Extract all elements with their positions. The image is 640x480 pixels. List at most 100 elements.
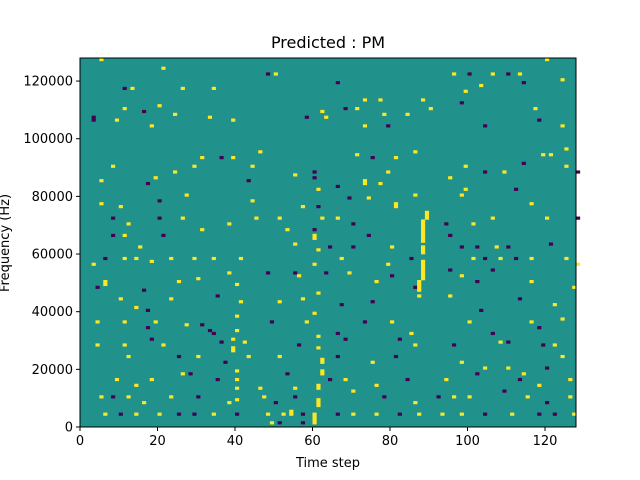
heatmap-cell-high-14 (211, 86, 216, 91)
heatmap-cell-high-81 (99, 202, 104, 206)
heatmap-cell-high-268 (103, 412, 108, 416)
y-axis-label: Frequency (Hz) (0, 194, 13, 292)
heatmap-cell-high-127 (122, 256, 127, 261)
heatmap-cell-high-16 (355, 107, 360, 111)
heatmap-cell-high-147 (103, 279, 108, 287)
heatmap-cell-high-63 (386, 170, 391, 174)
heatmap-cell-high-71 (153, 176, 158, 180)
heatmap-cell-high-90 (366, 196, 371, 200)
heatmap-cell-low-117 (366, 233, 371, 238)
heatmap-cell-high-189 (304, 320, 309, 324)
heatmap-cell-low-5 (266, 72, 271, 76)
heatmap-cell-high-315 (269, 421, 275, 425)
heatmap-cell-high-250 (126, 395, 131, 399)
heatmap-cell-low-97 (157, 216, 162, 220)
heatmap-cell-high-107 (545, 216, 550, 220)
heatmap-cell-high-17 (362, 98, 368, 102)
heatmap-cell-low-256 (273, 401, 278, 405)
heatmap-cell-high-4 (130, 86, 135, 91)
heatmap-cell-low-206 (343, 337, 348, 341)
heatmap-cell-high-92 (413, 193, 418, 197)
heatmap-cell-high-309 (312, 233, 317, 240)
heatmap-cell-high-312 (293, 386, 298, 390)
heatmap-cell-low-269 (118, 412, 123, 416)
heatmap-cell-high-50 (355, 153, 360, 157)
heatmap-cells (91, 58, 581, 425)
heatmap-cell-high-106 (490, 216, 495, 220)
heatmap-cell-low-140 (483, 256, 488, 261)
heatmap-cell-low-278 (300, 412, 306, 416)
heatmap-cell-high-229 (560, 354, 565, 359)
heatmap-cell-high-319 (231, 346, 236, 353)
heatmap-cell-high-320 (235, 328, 240, 333)
heatmap-cell-low-103 (351, 222, 356, 226)
heatmap-cell-high-260 (413, 401, 418, 405)
heatmap-cell-low-209 (452, 343, 457, 347)
heatmap-cell-high-248 (99, 395, 104, 399)
heatmap-cell-low-47 (219, 156, 224, 160)
heatmap-cell-high-304 (316, 334, 321, 338)
heatmap-cell-high-193 (409, 331, 414, 336)
heatmap-cell-high-290 (572, 412, 577, 416)
heatmap-cell-high-246 (537, 383, 542, 387)
heatmap-cell-high-299 (316, 398, 321, 408)
heatmap-cell-high-303 (316, 346, 321, 350)
heatmap-cell-high-224 (459, 360, 464, 364)
heatmap-cell-high-208 (413, 343, 418, 347)
x-tick-label-3: 60 (304, 434, 321, 449)
heatmap-cell-high-137 (386, 262, 391, 266)
heatmap-cell-low-10 (506, 72, 511, 76)
heatmap-cell-high-61 (250, 164, 255, 168)
heatmap-cell-low-191 (362, 320, 368, 324)
heatmap-cell-high-255 (262, 395, 267, 399)
heatmap-cell-high-101 (277, 216, 282, 220)
y-tick-label-2: 40000 (32, 305, 73, 320)
heatmap-cell-high-295 (421, 219, 426, 232)
heatmap-cell-high-6 (273, 72, 278, 76)
heatmap-cell-low-75 (335, 184, 340, 189)
heatmap-cell-low-266 (545, 401, 550, 405)
heatmap-cell-high-198 (560, 317, 565, 321)
heatmap-cell-high-318 (235, 369, 240, 373)
heatmap-cell-high-76 (362, 179, 368, 186)
x-axis-label: Time step (295, 456, 360, 471)
y-tick-label-5: 100000 (23, 132, 73, 147)
heatmap-cell-high-258 (351, 389, 356, 393)
heatmap-cell-high-251 (142, 401, 147, 405)
heatmap-cell-high-77 (378, 181, 383, 186)
heatmap-cell-low-288 (537, 412, 542, 416)
heatmap-cell-high-270 (134, 412, 139, 416)
heatmap-background (80, 58, 576, 427)
heatmap-cell-low-289 (552, 412, 557, 416)
heatmap-cell-low-235 (215, 377, 220, 382)
heatmap-cell-low-313 (300, 421, 306, 425)
heatmap-cell-low-119 (448, 233, 453, 238)
heatmap-cell-low-242 (405, 377, 410, 382)
heatmap-cell-high-122 (494, 245, 499, 249)
heatmap-cell-high-150 (196, 277, 201, 281)
plot-frame (79, 57, 577, 428)
heatmap-cell-high-145 (576, 262, 581, 266)
heatmap-cell-high-200 (122, 343, 127, 347)
heatmap-cell-high-32 (405, 112, 410, 116)
heatmap-cell-low-190 (335, 331, 340, 336)
heatmap-cell-low-279 (335, 412, 340, 416)
heatmap-cell-high-64 (463, 164, 468, 168)
heatmap-cell-high-46 (200, 156, 205, 160)
heatmap-cell-high-78 (448, 176, 453, 180)
heatmap-cell-low-158 (390, 274, 395, 278)
heatmap-cell-high-271 (157, 412, 162, 416)
y-tick-label-1: 20000 (32, 363, 73, 378)
heatmap-cell-high-53 (413, 150, 418, 154)
heatmap-cell-high-58 (111, 164, 116, 168)
heatmap-cell-high-128 (134, 256, 139, 261)
heatmap-cell-high-13 (180, 86, 185, 91)
heatmap-cell-low-197 (537, 326, 542, 330)
heatmap-cell-low-217 (223, 360, 228, 364)
heatmap-cell-high-93 (459, 193, 464, 197)
heatmap-cell-high-29 (320, 109, 325, 114)
heatmap-cell-high-194 (467, 320, 472, 324)
heatmap-cell-low-152 (266, 271, 271, 275)
heatmap-cell-high-33 (428, 107, 433, 111)
heatmap-cell-high-202 (161, 343, 166, 347)
